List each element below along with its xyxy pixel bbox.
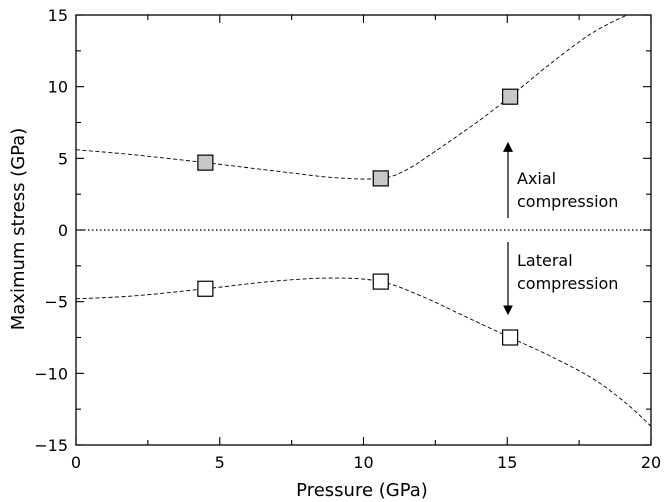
x-tick-label: 5 bbox=[215, 453, 225, 472]
axial-annotation-line: Axial bbox=[517, 169, 556, 188]
y-tick-label: −10 bbox=[34, 364, 68, 383]
y-tick-label: 10 bbox=[48, 78, 68, 97]
plot-area: 0 5 10 15 20 −15 −10 −5 0 5 10 15 Axial compression La… bbox=[34, 6, 661, 472]
y-axis-title: Maximum stress (GPa) bbox=[8, 128, 29, 330]
y-tick-label: 15 bbox=[48, 6, 68, 25]
y-tick-label: −15 bbox=[34, 436, 68, 455]
x-axis-title: Pressure (GPa) bbox=[296, 480, 428, 501]
lateral-annotation-line: compression bbox=[517, 274, 618, 293]
x-tick-label: 0 bbox=[71, 453, 81, 472]
series-0-fit-curve bbox=[76, 15, 629, 180]
series-1-fit-curve bbox=[76, 277, 651, 427]
series-1-point-1 bbox=[372, 273, 389, 290]
series-0-point-1 bbox=[372, 170, 389, 187]
axial-annotation-line: compression bbox=[517, 192, 618, 211]
y-tick-label: 0 bbox=[58, 221, 68, 240]
x-tick-label: 15 bbox=[497, 453, 517, 472]
y-tick-label: 5 bbox=[58, 149, 68, 168]
series-0-point-0 bbox=[197, 154, 214, 171]
series-0-point-2 bbox=[502, 88, 519, 105]
lateral-annotation-line: Lateral bbox=[517, 251, 573, 270]
series-1-point-0 bbox=[197, 280, 214, 297]
y-tick-label: −5 bbox=[44, 293, 68, 312]
x-tick-label: 10 bbox=[353, 453, 373, 472]
x-tick-label: 20 bbox=[641, 453, 661, 472]
series-1-point-2 bbox=[502, 329, 519, 346]
